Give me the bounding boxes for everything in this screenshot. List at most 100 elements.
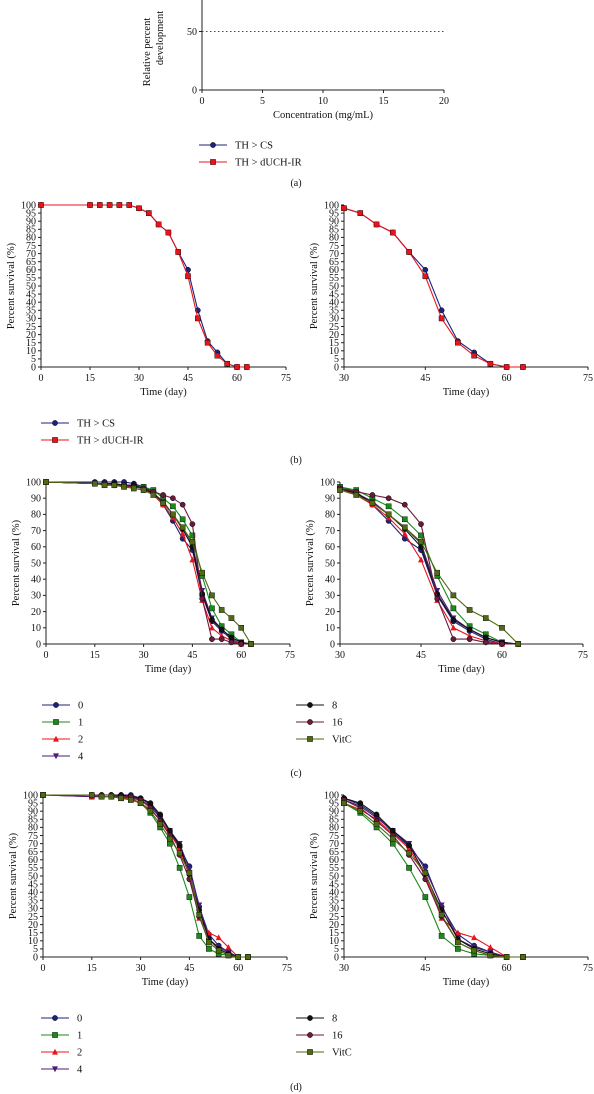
series-line bbox=[42, 794, 248, 958]
legend-b: TH > CS TH > dUCH-IR bbox=[41, 419, 144, 447]
series-line bbox=[42, 794, 248, 958]
series-1 bbox=[341, 800, 526, 960]
series-line bbox=[45, 481, 252, 645]
legend-label: 16 bbox=[332, 718, 343, 729]
data-point bbox=[199, 595, 206, 602]
x-tick-label: 75 bbox=[285, 650, 295, 661]
y-tick-label: 45 bbox=[28, 879, 38, 890]
legend-marker bbox=[52, 1032, 58, 1038]
data-point bbox=[215, 934, 222, 941]
y-tick-label: 15 bbox=[329, 338, 339, 349]
y-axis-label: Percent survival (%) bbox=[8, 832, 19, 919]
y-tick-label: 75 bbox=[28, 831, 38, 842]
series-vitc bbox=[337, 487, 521, 647]
legend-marker bbox=[307, 1049, 313, 1055]
y-tick-label: 70 bbox=[325, 526, 335, 537]
y-tick-label: 75 bbox=[329, 831, 339, 842]
data-point bbox=[385, 503, 392, 510]
x-tick-label: 30 bbox=[136, 963, 146, 974]
panel-label: (a) bbox=[290, 178, 301, 189]
legend-marker bbox=[210, 142, 216, 148]
data-point bbox=[228, 639, 235, 646]
data-point bbox=[136, 205, 142, 212]
y-tick-label: 95 bbox=[28, 798, 38, 809]
data-point bbox=[369, 500, 376, 506]
y-tick-label: 40 bbox=[26, 298, 36, 309]
y-tick-label: 0 bbox=[334, 362, 339, 373]
series-line bbox=[343, 207, 523, 368]
y-axis-label: Percent survival (%) bbox=[309, 832, 320, 919]
data-point bbox=[454, 929, 461, 936]
data-point bbox=[209, 636, 215, 642]
data-point bbox=[337, 487, 343, 493]
data-point bbox=[418, 556, 424, 563]
y-tick-label: 90 bbox=[329, 807, 339, 818]
y-tick-label: 10 bbox=[31, 623, 41, 634]
series-0 bbox=[43, 479, 254, 647]
data-point bbox=[87, 202, 93, 208]
series-line bbox=[343, 802, 523, 958]
legend-label: TH > CS bbox=[77, 419, 115, 430]
data-point bbox=[176, 850, 183, 857]
y-axis-label-line2: development bbox=[155, 11, 166, 65]
data-point bbox=[438, 902, 445, 909]
data-point bbox=[450, 616, 457, 623]
x-axis-label: Time (day) bbox=[443, 977, 490, 988]
data-point bbox=[189, 556, 196, 563]
legend-label: VitC bbox=[332, 735, 352, 746]
legend-label: VitC bbox=[332, 1048, 352, 1059]
y-axis-label: Percent survival (%) bbox=[6, 242, 17, 329]
legend-label: 8 bbox=[332, 701, 337, 712]
y-tick-label: 25 bbox=[329, 322, 339, 333]
x-tick-label: 45 bbox=[416, 650, 426, 661]
legend-marker bbox=[52, 420, 58, 426]
x-tick-label: 15 bbox=[90, 650, 100, 661]
data-point bbox=[238, 625, 245, 631]
data-point bbox=[455, 339, 461, 346]
legend-marker bbox=[52, 1066, 58, 1073]
x-tick-label: 45 bbox=[187, 650, 197, 661]
data-point bbox=[482, 639, 489, 646]
x-tick-label: 20 bbox=[439, 96, 449, 107]
legend-label: 2 bbox=[77, 1048, 82, 1059]
x-tick-label: 10 bbox=[318, 96, 328, 107]
series-line bbox=[343, 802, 523, 958]
data-point bbox=[515, 641, 521, 647]
x-axis-label: Time (day) bbox=[443, 387, 490, 398]
legend-a: TH > CS TH > dUCH-IR bbox=[199, 141, 302, 169]
y-tick-label: 40 bbox=[329, 298, 339, 309]
y-tick-label: 5 bbox=[334, 354, 339, 365]
data-point bbox=[40, 792, 46, 798]
x-tick-label: 60 bbox=[236, 650, 246, 661]
x-tick-label: 75 bbox=[282, 963, 292, 974]
data-point bbox=[248, 641, 254, 647]
y-tick-label: 70 bbox=[31, 526, 41, 537]
y-tick-label: 30 bbox=[329, 314, 339, 325]
x-tick-label: 30 bbox=[339, 373, 349, 384]
data-point bbox=[176, 842, 183, 849]
series-line bbox=[45, 481, 252, 645]
data-point bbox=[209, 605, 215, 612]
x-tick-label: 45 bbox=[420, 373, 430, 384]
legend-label: TH > CS bbox=[235, 141, 273, 152]
data-point bbox=[194, 315, 201, 322]
data-point bbox=[520, 954, 526, 960]
y-tick-label: 20 bbox=[28, 920, 38, 931]
data-point bbox=[209, 616, 215, 623]
y-tick-label: 85 bbox=[329, 225, 339, 236]
y-tick-label: 65 bbox=[28, 847, 38, 858]
y-tick-label: 30 bbox=[28, 904, 38, 915]
data-point bbox=[401, 501, 408, 508]
y-tick-label: 55 bbox=[28, 863, 38, 874]
data-point bbox=[402, 524, 408, 531]
y-tick-label: 60 bbox=[26, 265, 36, 276]
x-tick-label: 60 bbox=[502, 373, 512, 384]
y-tick-label: 60 bbox=[329, 855, 339, 866]
y-tick-label: 20 bbox=[31, 607, 41, 618]
series-line bbox=[46, 481, 251, 645]
data-point bbox=[206, 946, 212, 952]
data-point bbox=[434, 569, 441, 576]
data-point bbox=[96, 202, 103, 208]
data-point bbox=[471, 934, 478, 941]
series-4 bbox=[40, 792, 251, 961]
